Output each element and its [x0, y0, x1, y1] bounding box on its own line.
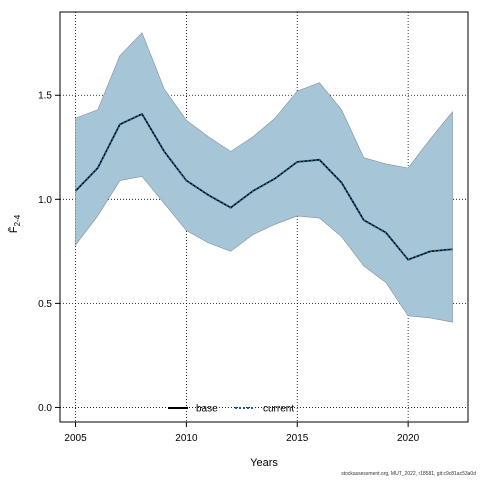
- confidence-band: [75, 32, 453, 323]
- plot-frame: [59, 11, 469, 423]
- confidence-band-layer: [75, 32, 453, 323]
- legend-label-base: base: [196, 404, 218, 415]
- x-axis-title: Years: [250, 457, 278, 469]
- y-axis-title-main: F̄: [7, 226, 20, 233]
- axis-layer: 2005 2010 2015 2020 0.0 0.5 1.0 1.5: [38, 91, 420, 444]
- svg-text:F̄2-4: F̄2-4: [7, 214, 22, 233]
- series-line-current: [74, 112, 453, 261]
- footer-attribution: stockassessment.org, MUT_2022, r18581, g…: [341, 471, 476, 477]
- y-axis-title: F̄2-4: [7, 214, 22, 233]
- legend-label-current: current: [263, 404, 294, 415]
- legend: base current: [168, 404, 294, 415]
- x-tick-label: 2015: [286, 433, 309, 444]
- y-tick-label: 1.5: [38, 91, 52, 102]
- x-tick-label: 2010: [175, 433, 198, 444]
- y-tick-label: 1.0: [38, 195, 52, 206]
- series-layer: [74, 112, 453, 261]
- y-tick-label: 0.0: [38, 403, 52, 414]
- y-axis-title-subscript: 2-4: [13, 214, 22, 226]
- x-tick-label: 2020: [397, 433, 420, 444]
- y-tick-label: 0.5: [38, 299, 52, 310]
- x-tick-label: 2005: [64, 433, 87, 444]
